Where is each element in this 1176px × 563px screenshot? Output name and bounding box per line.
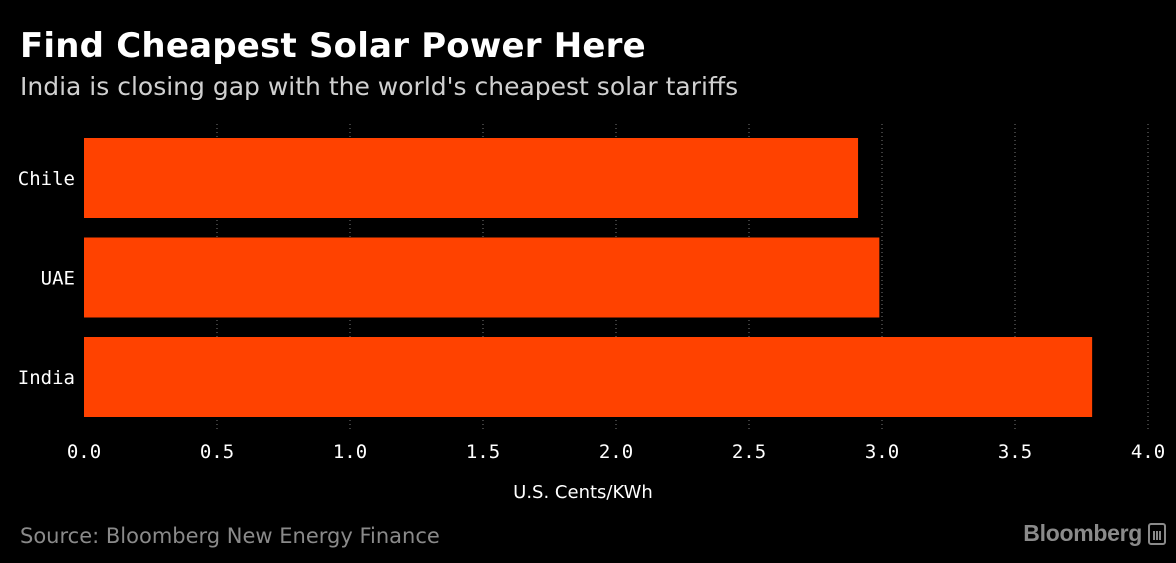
bar-india — [84, 337, 1093, 417]
x-tick-label: 3.0 — [865, 441, 899, 463]
chart-title: Find Cheapest Solar Power Here — [20, 26, 646, 66]
category-label-chile: Chile — [18, 168, 75, 190]
source-note: Source: Bloomberg New Energy Finance — [20, 524, 440, 548]
x-tick-label: 1.5 — [466, 441, 500, 463]
bloomberg-logo: Bloomberg — [1023, 520, 1166, 547]
x-tick-label: 2.0 — [599, 441, 633, 463]
x-tick-label: 0.5 — [200, 441, 234, 463]
brand-name: Bloomberg — [1023, 520, 1142, 546]
x-tick-labels: 0.0 0.5 1.0 1.5 2.0 2.5 3.0 3.5 4.0 — [67, 441, 1165, 463]
chart-subtitle: India is closing gap with the world's ch… — [20, 72, 739, 101]
bars — [84, 138, 1093, 417]
x-tick-label: 3.5 — [998, 441, 1032, 463]
x-tick-label: 2.5 — [732, 441, 766, 463]
bar-uae — [84, 237, 880, 318]
x-tick-label: 4.0 — [1131, 441, 1165, 463]
x-tick-label: 1.0 — [333, 441, 367, 463]
category-label-india: India — [18, 367, 75, 389]
x-tick-label: 0.0 — [67, 441, 101, 463]
bar-chile — [84, 138, 859, 218]
category-labels: Chile UAE India — [18, 168, 75, 389]
bloomberg-chart-icon — [1148, 522, 1166, 545]
category-label-uae: UAE — [41, 268, 75, 290]
x-axis-label: U.S. Cents/KWh — [513, 482, 653, 503]
